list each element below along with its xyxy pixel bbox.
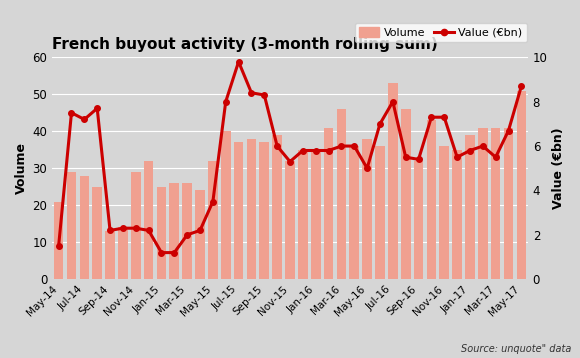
Bar [131, 172, 140, 279]
Y-axis label: Value (€bn): Value (€bn) [552, 127, 565, 209]
Text: French buyout activity (3-month rolling sum): French buyout activity (3-month rolling … [52, 37, 438, 52]
Bar [157, 187, 166, 279]
Bar [221, 131, 231, 279]
Bar [517, 91, 526, 279]
Bar [273, 135, 282, 279]
Bar [491, 127, 501, 279]
Bar [324, 127, 334, 279]
Bar [144, 161, 154, 279]
Bar [285, 161, 295, 279]
Bar [336, 109, 346, 279]
Bar [440, 146, 449, 279]
Bar [182, 183, 192, 279]
Bar [79, 176, 89, 279]
Bar [118, 227, 128, 279]
Text: Source: unquote" data: Source: unquote" data [461, 344, 571, 354]
Bar [349, 146, 359, 279]
Bar [478, 127, 488, 279]
Bar [234, 142, 244, 279]
Bar [105, 231, 115, 279]
Bar [452, 150, 462, 279]
Bar [311, 150, 321, 279]
Bar [195, 190, 205, 279]
Bar [414, 161, 423, 279]
Bar [298, 150, 307, 279]
Bar [362, 139, 372, 279]
Bar [54, 202, 63, 279]
Bar [169, 183, 179, 279]
Bar [503, 127, 513, 279]
Bar [401, 109, 411, 279]
Bar [67, 172, 77, 279]
Y-axis label: Volume: Volume [15, 142, 28, 194]
Bar [92, 187, 102, 279]
Bar [426, 120, 436, 279]
Bar [208, 161, 218, 279]
Bar [388, 83, 398, 279]
Legend: Volume, Value (€bn): Volume, Value (€bn) [355, 23, 527, 42]
Bar [246, 139, 256, 279]
Bar [375, 146, 385, 279]
Bar [259, 142, 269, 279]
Bar [465, 135, 475, 279]
